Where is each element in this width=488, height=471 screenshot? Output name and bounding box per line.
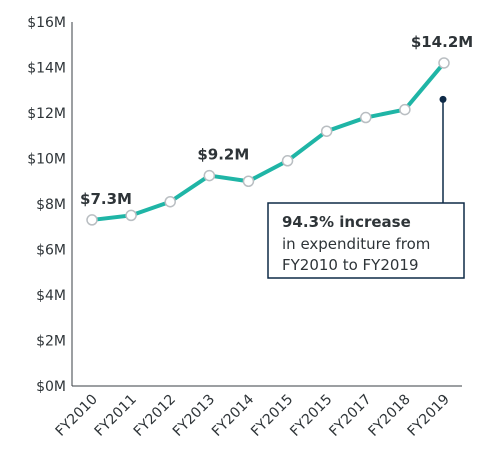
annotation-pointer: [439, 95, 447, 203]
data-point: [281, 155, 294, 167]
data-point: [438, 57, 450, 69]
annotation-line-2: in expenditure from: [282, 235, 430, 253]
x-tick-label: FY2015: [287, 392, 335, 440]
data-label: $14.2M: [411, 33, 473, 51]
data-point: [360, 111, 372, 124]
y-tick-label: $8M: [36, 197, 66, 213]
annotation-pointer-dot: [439, 95, 447, 103]
x-tick-label: FY2014: [209, 391, 257, 439]
y-tick-label: $4M: [36, 288, 66, 304]
data-point: [164, 195, 176, 208]
x-tick-label: FY2017: [326, 392, 374, 440]
data-point: [203, 169, 216, 182]
series-line: [90, 60, 446, 222]
x-tick-label: FY2011: [92, 392, 140, 440]
x-axis-tick-labels: FY2010FY2011FY2012FY2013FY2014FY2015FY20…: [53, 391, 453, 439]
y-tick-label: $0M: [36, 379, 66, 395]
data-labels: $7.3M $9.2M $14.2M: [80, 33, 473, 208]
y-tick-label: $16M: [27, 15, 66, 31]
y-tick-label: $10M: [27, 152, 66, 168]
data-points: [86, 57, 450, 226]
y-tick-label: $14M: [27, 61, 66, 77]
data-point: [399, 103, 411, 116]
y-tick-label: $6M: [36, 243, 66, 259]
data-label: $7.3M: [80, 190, 132, 208]
annotation-frame: [267, 202, 465, 279]
data-label: $9.2M: [197, 146, 249, 164]
y-tick-label: $2M: [36, 334, 66, 350]
annotation-line-3: FY2010 to FY2019: [282, 256, 419, 274]
x-tick-label: FY2019: [405, 392, 453, 440]
x-tick-label: FY2010: [53, 392, 101, 440]
data-point: [125, 209, 137, 222]
x-tick-label: FY2018: [365, 392, 413, 440]
annotation-headline: 94.3% increase: [282, 213, 411, 231]
data-point: [86, 214, 98, 226]
x-tick-label: FY2015: [248, 392, 296, 440]
x-tick-label: FY2013: [170, 392, 218, 440]
x-tick-label: FY2012: [131, 392, 179, 440]
data-point: [242, 175, 255, 187]
y-axis-tick-labels: $0M $2M $4M $6M $8M $10M $12M $14M $16M: [27, 15, 66, 395]
data-point: [320, 125, 333, 137]
y-tick-label: $12M: [27, 106, 66, 122]
annotation-box: 94.3% increase in expenditure from FY201…: [267, 202, 465, 279]
